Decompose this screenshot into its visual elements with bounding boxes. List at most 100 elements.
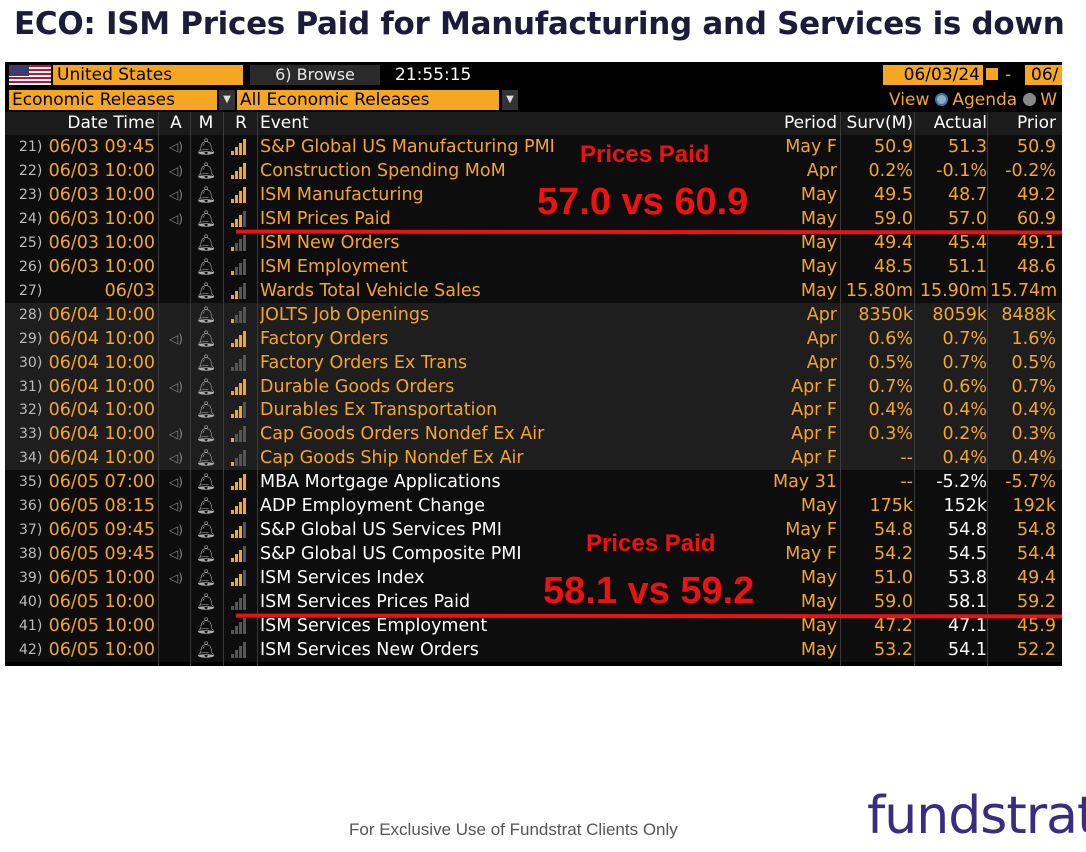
- bell-icon[interactable]: 🔔︎: [195, 184, 217, 204]
- table-row[interactable]: 36) 06/05 08:15 ◁) 🔔︎ ADP Employment Change M…: [5, 494, 1062, 519]
- row-event[interactable]: Factory Orders: [260, 328, 389, 349]
- row-event[interactable]: ISM Manufacturing: [260, 184, 424, 205]
- table-row[interactable]: 34) 06/04 10:00 ◁) 🔔︎ Cap Goods Ship Nondef …: [5, 446, 1062, 471]
- col-period[interactable]: Period: [783, 113, 837, 133]
- row-event[interactable]: Cap Goods Orders Nondef Ex Air: [260, 424, 545, 445]
- speaker-icon[interactable]: ◁): [169, 211, 183, 226]
- bell-icon[interactable]: 🔔︎: [195, 472, 217, 492]
- bell-icon[interactable]: 🔔︎: [195, 616, 217, 636]
- table-row[interactable]: 39) 06/05 10:00 ◁) 🔔︎ ISM Services Index May 5…: [5, 566, 1062, 591]
- col-datetime[interactable]: Date Time: [67, 113, 155, 133]
- table-row[interactable]: 26) 06/03 10:00 🔔︎ ISM Employment May 48.5 51.…: [5, 254, 1062, 279]
- table-row[interactable]: 24) 06/03 10:00 ◁) 🔔︎ ISM Prices Paid May 59.0…: [5, 206, 1062, 231]
- bell-icon[interactable]: 🔔︎: [195, 520, 217, 540]
- bell-icon[interactable]: 🔔︎: [195, 280, 217, 300]
- col-prior[interactable]: Prior: [1016, 113, 1056, 133]
- row-event[interactable]: Durable Goods Orders: [260, 376, 455, 397]
- row-event[interactable]: ISM Services Employment: [260, 616, 488, 637]
- row-event[interactable]: ISM Services New Orders: [260, 640, 479, 661]
- start-date-field[interactable]: 06/03/24: [883, 65, 983, 85]
- bell-icon[interactable]: 🔔︎: [195, 328, 217, 348]
- row-event[interactable]: ISM Services Prices Paid: [260, 592, 471, 613]
- end-date-field[interactable]: 06/: [1025, 65, 1062, 85]
- bell-icon[interactable]: 🔔︎: [195, 568, 217, 588]
- speaker-icon[interactable]: ◁): [169, 379, 183, 394]
- bell-icon[interactable]: 🔔︎: [195, 496, 217, 516]
- table-row[interactable]: 23) 06/03 10:00 ◁) 🔔︎ ISM Manufacturing May 49…: [5, 182, 1062, 207]
- col-a[interactable]: A: [170, 113, 182, 133]
- chevron-down-icon[interactable]: ▼: [219, 90, 235, 110]
- chevron-down-icon[interactable]: ▼: [502, 90, 518, 110]
- speaker-icon[interactable]: ◁): [169, 547, 183, 562]
- table-row[interactable]: 37) 06/05 09:45 ◁) 🔔︎ S&P Global US Services…: [5, 518, 1062, 543]
- table-row[interactable]: 33) 06/04 10:00 ◁) 🔔︎ Cap Goods Orders Nonde…: [5, 422, 1062, 447]
- bell-icon[interactable]: 🔔︎: [195, 304, 217, 324]
- speaker-icon[interactable]: ◁): [169, 475, 183, 490]
- radio-off-icon[interactable]: [1023, 92, 1037, 106]
- bell-icon[interactable]: 🔔︎: [195, 592, 217, 612]
- row-event[interactable]: Durables Ex Transportation: [260, 400, 498, 421]
- table-row[interactable]: 30) 06/04 10:00 🔔︎ Factory Orders Ex Trans A…: [5, 350, 1062, 375]
- bell-icon[interactable]: 🔔︎: [195, 424, 217, 444]
- table-row[interactable]: 41) 06/05 10:00 🔔︎ ISM Services Employment M…: [5, 614, 1062, 639]
- speaker-icon[interactable]: ◁): [169, 499, 183, 514]
- col-event[interactable]: Event: [260, 113, 309, 133]
- table-row[interactable]: 27) 06/03 🔔︎ Wards Total Vehicle Sales May 15…: [5, 278, 1062, 303]
- category-dropdown[interactable]: Economic Releases: [9, 90, 217, 110]
- row-event[interactable]: ISM New Orders: [260, 232, 400, 253]
- speaker-icon[interactable]: ◁): [169, 523, 183, 538]
- bell-icon[interactable]: 🔔︎: [195, 256, 217, 276]
- row-event[interactable]: S&P Global US Composite PMI: [260, 544, 522, 565]
- speaker-icon[interactable]: ◁): [169, 140, 183, 154]
- row-event[interactable]: Wards Total Vehicle Sales: [260, 280, 481, 301]
- row-event[interactable]: Construction Spending MoM: [260, 160, 506, 181]
- bell-icon[interactable]: 🔔︎: [195, 232, 217, 252]
- bell-icon[interactable]: 🔔︎: [195, 448, 217, 468]
- browse-button[interactable]: 6) Browse: [250, 65, 380, 85]
- view-agenda-option[interactable]: Agenda: [952, 90, 1018, 110]
- table-row[interactable]: 40) 06/05 10:00 🔔︎ ISM Services Prices Paid…: [5, 590, 1062, 615]
- table-row[interactable]: 29) 06/04 10:00 ◁) 🔔︎ Factory Orders Apr 0.6% 0…: [5, 326, 1062, 351]
- table-row[interactable]: 38) 06/05 09:45 ◁) 🔔︎ S&P Global US Composit…: [5, 542, 1062, 567]
- row-event[interactable]: ISM Services Index: [260, 568, 425, 589]
- bell-icon[interactable]: 🔔︎: [195, 376, 217, 396]
- view-other-option[interactable]: W: [1040, 90, 1058, 110]
- table-row[interactable]: 42) 06/05 10:00 🔔︎ ISM Services New Orders M…: [5, 638, 1062, 662]
- row-event[interactable]: Factory Orders Ex Trans: [260, 352, 468, 373]
- col-r[interactable]: R: [235, 113, 247, 133]
- table-row[interactable]: 21) 06/03 09:45 ◁) 🔔︎ S&P Global US Manufact…: [5, 135, 1062, 159]
- table-row[interactable]: 22) 06/03 10:00 ◁) 🔔︎ Construction Spending …: [5, 158, 1062, 183]
- bell-icon[interactable]: 🔔︎: [195, 640, 217, 660]
- table-row[interactable]: 31) 06/04 10:00 ◁) 🔔︎ Durable Goods Orders Ap…: [5, 374, 1062, 399]
- col-m[interactable]: M: [198, 113, 214, 133]
- row-event[interactable]: MBA Mortgage Applications: [260, 472, 501, 493]
- speaker-icon[interactable]: ◁): [169, 331, 183, 346]
- table-row[interactable]: 32) 06/04 10:00 🔔︎ Durables Ex Transportati…: [5, 398, 1062, 423]
- country-selector[interactable]: United States: [53, 65, 243, 85]
- speaker-icon[interactable]: ◁): [169, 571, 183, 586]
- bell-icon[interactable]: 🔔︎: [195, 352, 217, 372]
- col-survey[interactable]: Surv(M): [846, 113, 913, 133]
- speaker-icon[interactable]: ◁): [169, 187, 183, 202]
- table-row[interactable]: 28) 06/04 10:00 🔔︎ JOLTS Job Openings Apr 835…: [5, 302, 1062, 327]
- row-event[interactable]: S&P Global US Manufacturing PMI: [260, 137, 555, 157]
- table-row[interactable]: 25) 06/03 10:00 🔔︎ ISM New Orders May 49.4 45.…: [5, 230, 1062, 255]
- row-event[interactable]: S&P Global US Services PMI: [260, 520, 502, 541]
- bell-icon[interactable]: 🔔︎: [195, 544, 217, 564]
- speaker-icon[interactable]: ◁): [169, 163, 183, 178]
- bell-icon[interactable]: 🔔︎: [195, 400, 217, 420]
- table-row[interactable]: 35) 06/05 07:00 ◁) 🔔︎ MBA Mortgage Applicati…: [5, 470, 1062, 495]
- row-event[interactable]: JOLTS Job Openings: [260, 304, 430, 325]
- radio-on-icon[interactable]: [935, 92, 949, 106]
- row-event[interactable]: ISM Prices Paid: [260, 208, 391, 229]
- calendar-icon[interactable]: [985, 67, 999, 81]
- bell-icon[interactable]: 🔔︎: [195, 160, 217, 180]
- bell-icon[interactable]: 🔔︎: [195, 137, 217, 156]
- row-event[interactable]: Cap Goods Ship Nondef Ex Air: [260, 448, 524, 469]
- row-event[interactable]: ADP Employment Change: [260, 496, 486, 517]
- speaker-icon[interactable]: ◁): [169, 451, 183, 466]
- col-actual[interactable]: Actual: [933, 113, 987, 133]
- speaker-icon[interactable]: ◁): [169, 427, 183, 442]
- row-event[interactable]: ISM Employment: [260, 256, 408, 277]
- bell-icon[interactable]: 🔔︎: [195, 208, 217, 228]
